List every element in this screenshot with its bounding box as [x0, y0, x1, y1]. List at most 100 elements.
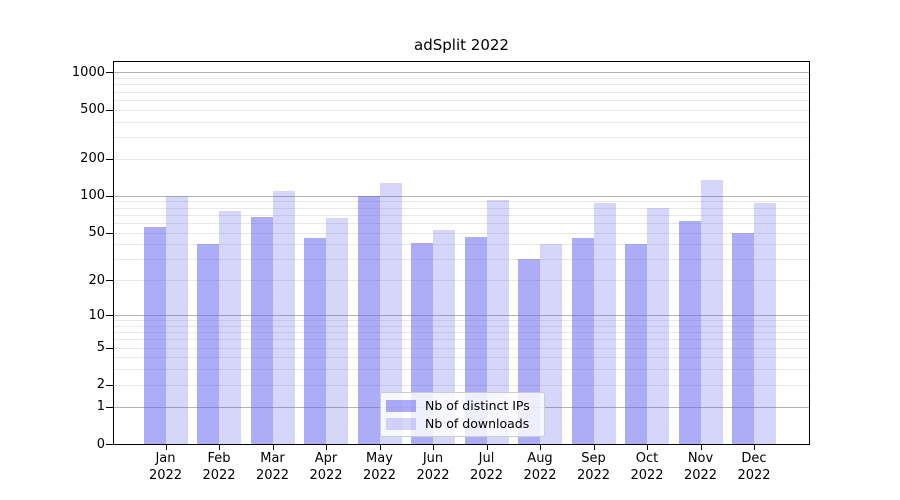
bar: [754, 202, 776, 444]
gridline-minor: [114, 222, 809, 224]
x-tick-mark: [593, 445, 595, 450]
bar: [379, 183, 402, 444]
bar: [219, 211, 241, 444]
gridline-minor: [114, 158, 809, 160]
gridline-minor: [114, 320, 809, 322]
y-tick-label: 20: [88, 272, 105, 288]
gridline-minor: [114, 325, 809, 327]
x-tick-mark: [272, 445, 274, 450]
x-tick-label: Nov 2022: [683, 451, 718, 483]
chart-title: adSplit 2022: [414, 36, 509, 54]
y-tick-mark: [106, 158, 113, 160]
gridline-minor: [114, 259, 809, 261]
bar: [272, 190, 295, 444]
gridline-minor: [114, 84, 809, 86]
x-tick-mark: [165, 445, 167, 450]
gridline-minor: [114, 201, 809, 203]
y-tick-mark: [106, 109, 113, 111]
bar: [540, 244, 562, 444]
x-tick-label: Mar 2022: [255, 451, 290, 483]
y-tick-mark: [106, 195, 113, 197]
legend-swatch-distinct-ips: [386, 399, 416, 412]
gridline-minor: [114, 207, 809, 209]
y-tick-mark: [106, 232, 113, 234]
x-tick-label: Feb 2022: [202, 451, 236, 483]
y-tick-mark: [106, 280, 113, 282]
x-tick-mark: [379, 445, 381, 450]
gridline-minor: [114, 232, 809, 234]
gridline-minor: [114, 369, 809, 371]
y-tick-mark: [106, 444, 113, 445]
x-tick-mark: [219, 445, 220, 450]
x-tick-mark: [754, 445, 755, 450]
gridline-minor: [114, 280, 809, 282]
bar: [357, 195, 380, 444]
gridline-minor: [114, 91, 809, 93]
bar: [165, 195, 188, 444]
gridline-minor: [114, 339, 809, 341]
x-tick-mark: [326, 445, 327, 450]
bar: [250, 217, 273, 444]
bar: [571, 238, 594, 444]
bar: [678, 221, 701, 444]
legend-swatch-downloads: [386, 417, 416, 430]
gridline-minor: [114, 99, 809, 101]
bar: [197, 244, 219, 444]
x-tick-label: Sep 2022: [576, 451, 611, 483]
gridline-minor: [114, 121, 809, 123]
x-tick-mark: [433, 445, 434, 450]
gridline-minor: [114, 384, 809, 386]
y-tick-mark: [106, 406, 113, 408]
bar: [486, 200, 509, 444]
legend: Nb of distinct IPs Nb of downloads: [380, 392, 545, 437]
bar: [700, 180, 723, 444]
y-tick-label: 1: [96, 399, 105, 415]
x-tick-mark: [700, 445, 702, 450]
gridline-minor: [114, 244, 809, 246]
x-tick-label: Jan 2022: [148, 451, 183, 483]
y-tick-label: 10: [88, 307, 105, 323]
x-tick-label: May 2022: [362, 451, 397, 483]
x-tick-mark: [540, 445, 541, 450]
gridline-minor: [114, 347, 809, 349]
legend-label-downloads: Nb of downloads: [425, 416, 530, 431]
x-tick-label: Apr 2022: [309, 451, 343, 483]
x-tick-label: Oct 2022: [630, 451, 664, 483]
bar: [304, 238, 326, 444]
bar: [593, 203, 616, 444]
y-tick-label: 5: [96, 340, 105, 356]
gridline-minor: [114, 357, 809, 359]
gridline-major: [114, 72, 809, 74]
gridline-minor: [114, 109, 809, 111]
x-tick-label: Aug 2022: [523, 451, 557, 483]
bar: [732, 232, 754, 444]
legend-item-downloads: Nb of downloads: [386, 416, 544, 431]
gridline-minor: [114, 332, 809, 334]
bar: [143, 227, 166, 444]
bar: [647, 207, 669, 444]
y-tick-label: 2: [96, 377, 105, 393]
gridline-minor: [114, 78, 809, 79]
x-tick-mark: [486, 445, 488, 450]
y-tick-label: 200: [80, 151, 105, 167]
gridline-major: [114, 195, 809, 197]
y-tick-mark: [106, 384, 113, 386]
x-tick-label: Jun 2022: [416, 451, 450, 483]
y-tick-label: 1000: [71, 64, 105, 80]
y-tick-mark: [106, 315, 113, 316]
gridline-minor: [114, 137, 809, 138]
y-tick-label: 0: [96, 436, 105, 452]
bar: [433, 230, 455, 444]
legend-label-distinct-ips: Nb of distinct IPs: [425, 398, 530, 413]
gridline-major: [114, 315, 809, 316]
x-tick-label: Dec 2022: [737, 451, 771, 483]
bar: [326, 217, 348, 444]
x-tick-label: Jul 2022: [469, 451, 504, 483]
y-tick-label: 50: [88, 225, 105, 240]
y-tick-label: 100: [80, 188, 105, 204]
plot-area: [113, 61, 810, 445]
y-tick-mark: [106, 347, 113, 349]
legend-item-distinct-ips: Nb of distinct IPs: [386, 398, 544, 413]
y-tick-mark: [106, 72, 113, 74]
